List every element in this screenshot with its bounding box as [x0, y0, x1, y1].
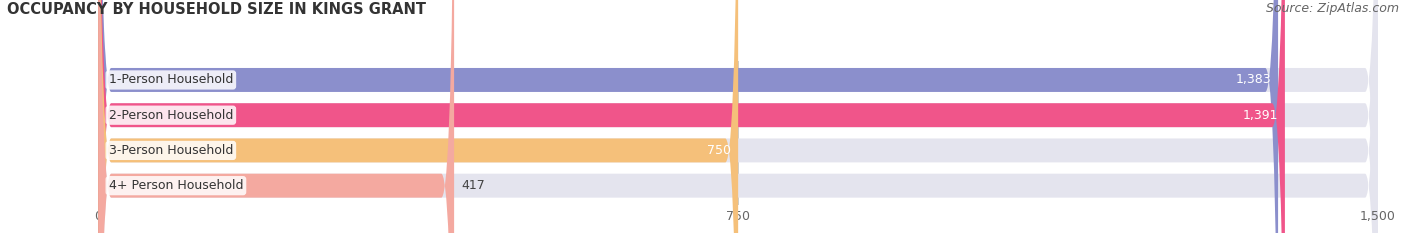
Text: 3-Person Household: 3-Person Household — [108, 144, 233, 157]
Text: 2-Person Household: 2-Person Household — [108, 109, 233, 122]
Text: 750: 750 — [707, 144, 731, 157]
Text: 417: 417 — [461, 179, 485, 192]
Text: Source: ZipAtlas.com: Source: ZipAtlas.com — [1265, 2, 1399, 15]
Text: OCCUPANCY BY HOUSEHOLD SIZE IN KINGS GRANT: OCCUPANCY BY HOUSEHOLD SIZE IN KINGS GRA… — [7, 2, 426, 17]
FancyBboxPatch shape — [98, 0, 1378, 233]
FancyBboxPatch shape — [98, 0, 1378, 233]
FancyBboxPatch shape — [98, 0, 454, 233]
FancyBboxPatch shape — [98, 0, 1378, 233]
Text: 1-Person Household: 1-Person Household — [108, 73, 233, 86]
Text: 1,383: 1,383 — [1236, 73, 1271, 86]
Text: 4+ Person Household: 4+ Person Household — [108, 179, 243, 192]
FancyBboxPatch shape — [98, 0, 1278, 233]
FancyBboxPatch shape — [98, 0, 1378, 233]
Text: 1,391: 1,391 — [1243, 109, 1278, 122]
FancyBboxPatch shape — [98, 0, 1285, 233]
FancyBboxPatch shape — [98, 0, 738, 233]
